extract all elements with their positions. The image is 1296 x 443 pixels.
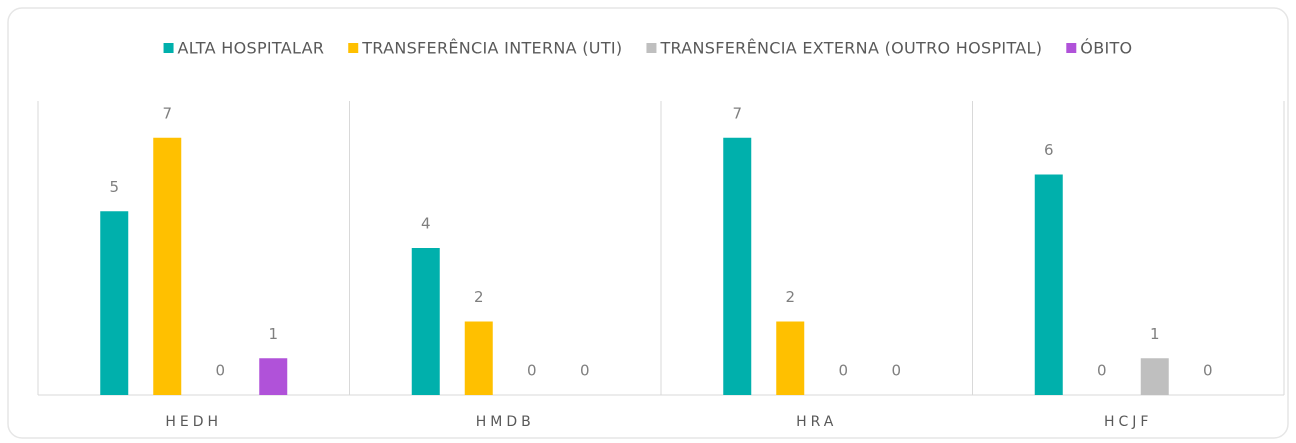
bar bbox=[153, 137, 182, 395]
legend-swatch bbox=[163, 43, 174, 53]
data-label: 0 bbox=[580, 362, 590, 380]
data-label: 6 bbox=[1044, 141, 1054, 159]
bar bbox=[100, 211, 129, 395]
data-label: 0 bbox=[1203, 362, 1213, 380]
bar bbox=[723, 137, 752, 395]
x-tick-label: HMDB bbox=[476, 414, 535, 430]
legend-label: TRANSFERÊNCIA INTERNA (UTI) bbox=[361, 39, 622, 58]
x-tick-label: HRA bbox=[796, 414, 837, 430]
data-label: 0 bbox=[1097, 362, 1107, 380]
data-label: 2 bbox=[474, 288, 484, 306]
bar bbox=[259, 358, 288, 395]
bar bbox=[1140, 358, 1169, 395]
x-tick-label: HCJF bbox=[1104, 414, 1152, 430]
data-label: 1 bbox=[1150, 325, 1160, 343]
legend-swatch bbox=[646, 43, 657, 53]
bar bbox=[464, 321, 493, 395]
legend-label: ÓBITO bbox=[1080, 39, 1132, 58]
x-tick-label: HEDH bbox=[165, 414, 222, 430]
chart-frame bbox=[7, 7, 1289, 439]
legend-label: ALTA HOSPITALAR bbox=[178, 39, 325, 58]
data-label: 2 bbox=[785, 288, 795, 306]
bar bbox=[776, 321, 805, 395]
legend-swatch bbox=[1066, 43, 1077, 53]
data-label: 7 bbox=[162, 104, 172, 122]
data-label: 1 bbox=[268, 325, 278, 343]
legend-swatch bbox=[348, 43, 359, 53]
data-label: 4 bbox=[421, 215, 431, 233]
data-label: 0 bbox=[527, 362, 537, 380]
bar bbox=[1034, 174, 1063, 395]
data-label: 0 bbox=[891, 362, 901, 380]
bar bbox=[411, 248, 440, 395]
data-label: 7 bbox=[732, 104, 742, 122]
data-label: 0 bbox=[215, 362, 225, 380]
data-label: 0 bbox=[838, 362, 848, 380]
legend-label: TRANSFERÊNCIA EXTERNA (OUTRO HOSPITAL) bbox=[659, 39, 1042, 58]
data-label: 5 bbox=[109, 178, 119, 196]
